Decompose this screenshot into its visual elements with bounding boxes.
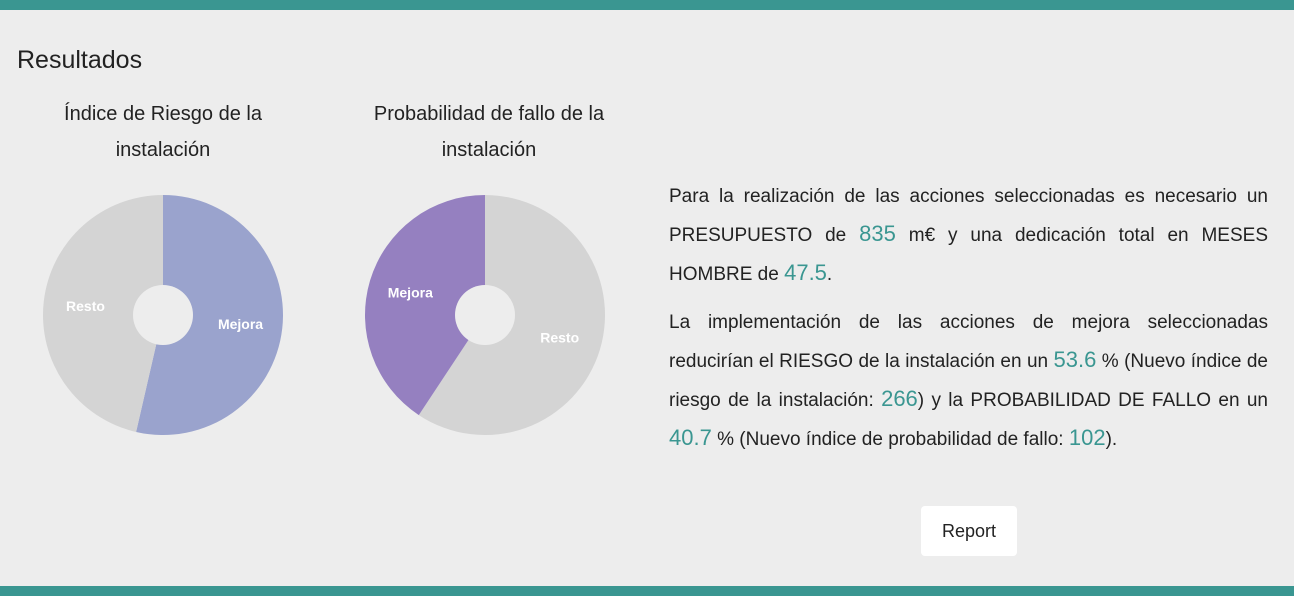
- risk-text-b: % (Nuevo índice de riesgo de la instalac…: [669, 351, 1268, 411]
- bottom-accent-bar: [0, 586, 1294, 596]
- failure-probability-pie: Resto Mejora: [365, 195, 605, 435]
- risk-text-a: La implementación de las acciones de mej…: [669, 312, 1268, 372]
- risk-reduction-value: 53.6: [1053, 347, 1097, 372]
- risk-index-chart-title: Índice de Riesgo de la instalación: [20, 96, 306, 168]
- risk-index-chart-title-line1: Índice de Riesgo de la: [64, 103, 262, 125]
- new-prob-value: 102: [1068, 425, 1106, 450]
- failure-probability-chart-title-line1: Probabilidad de fallo de la: [373, 103, 605, 125]
- section-title: Resultados: [17, 46, 143, 74]
- pie1-donut-hole: [455, 285, 515, 345]
- pie0-label-resto: Resto: [66, 298, 105, 314]
- new-risk-value: 266: [881, 386, 918, 411]
- pie1-label-mejora: Mejora: [388, 285, 433, 301]
- results-summary: Para la realización de las acciones sele…: [669, 178, 1268, 469]
- risk-text-e: ).: [1105, 429, 1118, 450]
- risk-paragraph: La implementación de las acciones de mej…: [669, 304, 1268, 458]
- budget-text-c: .: [826, 264, 833, 285]
- risk-text-d: % (Nuevo índice de probabilidad de fallo…: [711, 429, 1069, 450]
- top-accent-bar: [0, 0, 1294, 10]
- risk-index-chart-title-line2: instalación: [115, 139, 211, 161]
- budget-paragraph: Para la realización de las acciones sele…: [669, 178, 1268, 293]
- months-value: 47.5: [784, 260, 827, 285]
- failure-probability-chart-title: Probabilidad de fallo de la instalación: [340, 96, 638, 168]
- budget-text-b: m€ y una dedicación total en MESES HOMBR…: [669, 225, 1268, 285]
- pie0-label-mejora: Mejora: [218, 316, 263, 332]
- pie1-label-resto: Resto: [540, 329, 579, 345]
- pie0-donut-hole: [133, 285, 193, 345]
- budget-value: 835: [859, 221, 896, 246]
- risk-text-c: ) y la PROBABILIDAD DE FALLO en un: [917, 390, 1268, 411]
- prob-reduction-value: 40.7: [669, 425, 712, 450]
- pie0-slice-resto: [42, 195, 164, 432]
- pie0-slice-mejora: [136, 195, 283, 435]
- failure-probability-chart-title-line2: instalación: [441, 139, 537, 161]
- budget-text-a: Para la realización de las acciones sele…: [669, 186, 1268, 246]
- risk-index-pie: Mejora Resto: [42, 195, 283, 435]
- report-button[interactable]: Report: [921, 506, 1017, 556]
- pie1-slice-mejora: [365, 195, 485, 416]
